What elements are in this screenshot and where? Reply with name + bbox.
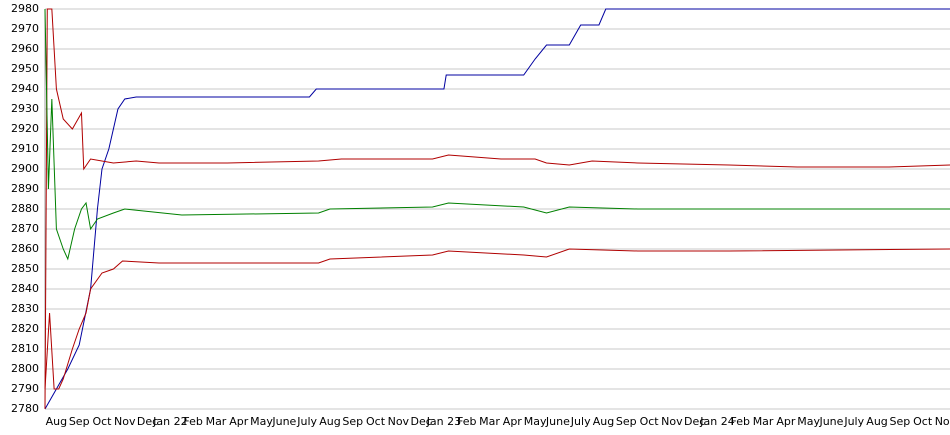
x-tick-label: Jan 22 — [152, 415, 187, 428]
x-tick-label: Feb — [731, 415, 750, 428]
y-tick-label: 2960 — [11, 42, 39, 55]
x-tick-label: Mar — [753, 415, 774, 428]
x-tick-label: Nov — [935, 415, 950, 428]
x-tick-label: Sep — [616, 415, 637, 428]
x-tick-label: Jan 23 — [426, 415, 461, 428]
x-tick-label: July — [296, 415, 317, 428]
x-tick-label: Nov — [114, 415, 136, 428]
x-tick-label: June — [818, 415, 843, 428]
y-tick-label: 2830 — [11, 302, 39, 315]
y-tick-label: 2950 — [11, 62, 39, 75]
x-tick-label: Aug — [46, 415, 67, 428]
x-tick-label: July — [843, 415, 864, 428]
y-tick-label: 2880 — [11, 202, 39, 215]
y-tick-label: 2790 — [11, 382, 39, 395]
y-tick-label: 2940 — [11, 82, 39, 95]
y-tick-label: 2870 — [11, 222, 39, 235]
x-tick-label: Dec — [137, 415, 158, 428]
x-tick-label: Sep — [69, 415, 90, 428]
x-tick-label: Oct — [640, 415, 660, 428]
x-tick-label: Oct — [366, 415, 386, 428]
y-tick-label: 2820 — [11, 322, 39, 335]
x-tick-label: Apr — [776, 415, 796, 428]
x-tick-label: Mar — [206, 415, 227, 428]
x-tick-label: June — [271, 415, 296, 428]
x-tick-label: Feb — [183, 415, 202, 428]
x-tick-label: June — [545, 415, 570, 428]
x-tick-label: Mar — [479, 415, 500, 428]
x-tick-label: Oct — [92, 415, 112, 428]
y-tick-label: 2890 — [11, 182, 39, 195]
line-series — [44, 8, 950, 410]
x-tick-label: Aug — [319, 415, 340, 428]
x-tick-label: Nov — [661, 415, 683, 428]
y-tick-label: 2900 — [11, 162, 39, 175]
y-tick-label: 2860 — [11, 242, 39, 255]
x-tick-label: Sep — [889, 415, 910, 428]
x-tick-label: Aug — [593, 415, 614, 428]
x-tick-label: Apr — [229, 415, 249, 428]
x-tick-label: Oct — [913, 415, 933, 428]
x-tick-label: May — [797, 415, 820, 428]
x-tick-label: May — [524, 415, 547, 428]
y-tick-label: 2930 — [11, 102, 39, 115]
line-series — [44, 8, 950, 261]
y-tick-label: 2850 — [11, 262, 39, 275]
line-series — [44, 248, 950, 390]
x-tick-label: Dec — [684, 415, 705, 428]
x-tick-label: Jan 24 — [699, 415, 734, 428]
x-tick-label: Apr — [503, 415, 523, 428]
y-tick-label: 2980 — [11, 2, 39, 15]
x-tick-label: Dec — [410, 415, 431, 428]
y-tick-label: 2810 — [11, 342, 39, 355]
x-tick-label: Nov — [388, 415, 410, 428]
x-tick-label: Sep — [342, 415, 363, 428]
x-tick-label: July — [570, 415, 591, 428]
y-tick-label: 2840 — [11, 282, 39, 295]
y-tick-label: 2800 — [11, 362, 39, 375]
y-tick-label: 2910 — [11, 142, 39, 155]
y-tick-label: 2920 — [11, 122, 39, 135]
x-tick-label: Feb — [457, 415, 476, 428]
x-tick-label: May — [250, 415, 273, 428]
y-tick-label: 2970 — [11, 22, 39, 35]
y-tick-label: 2780 — [11, 402, 39, 415]
x-tick-label: Aug — [866, 415, 887, 428]
